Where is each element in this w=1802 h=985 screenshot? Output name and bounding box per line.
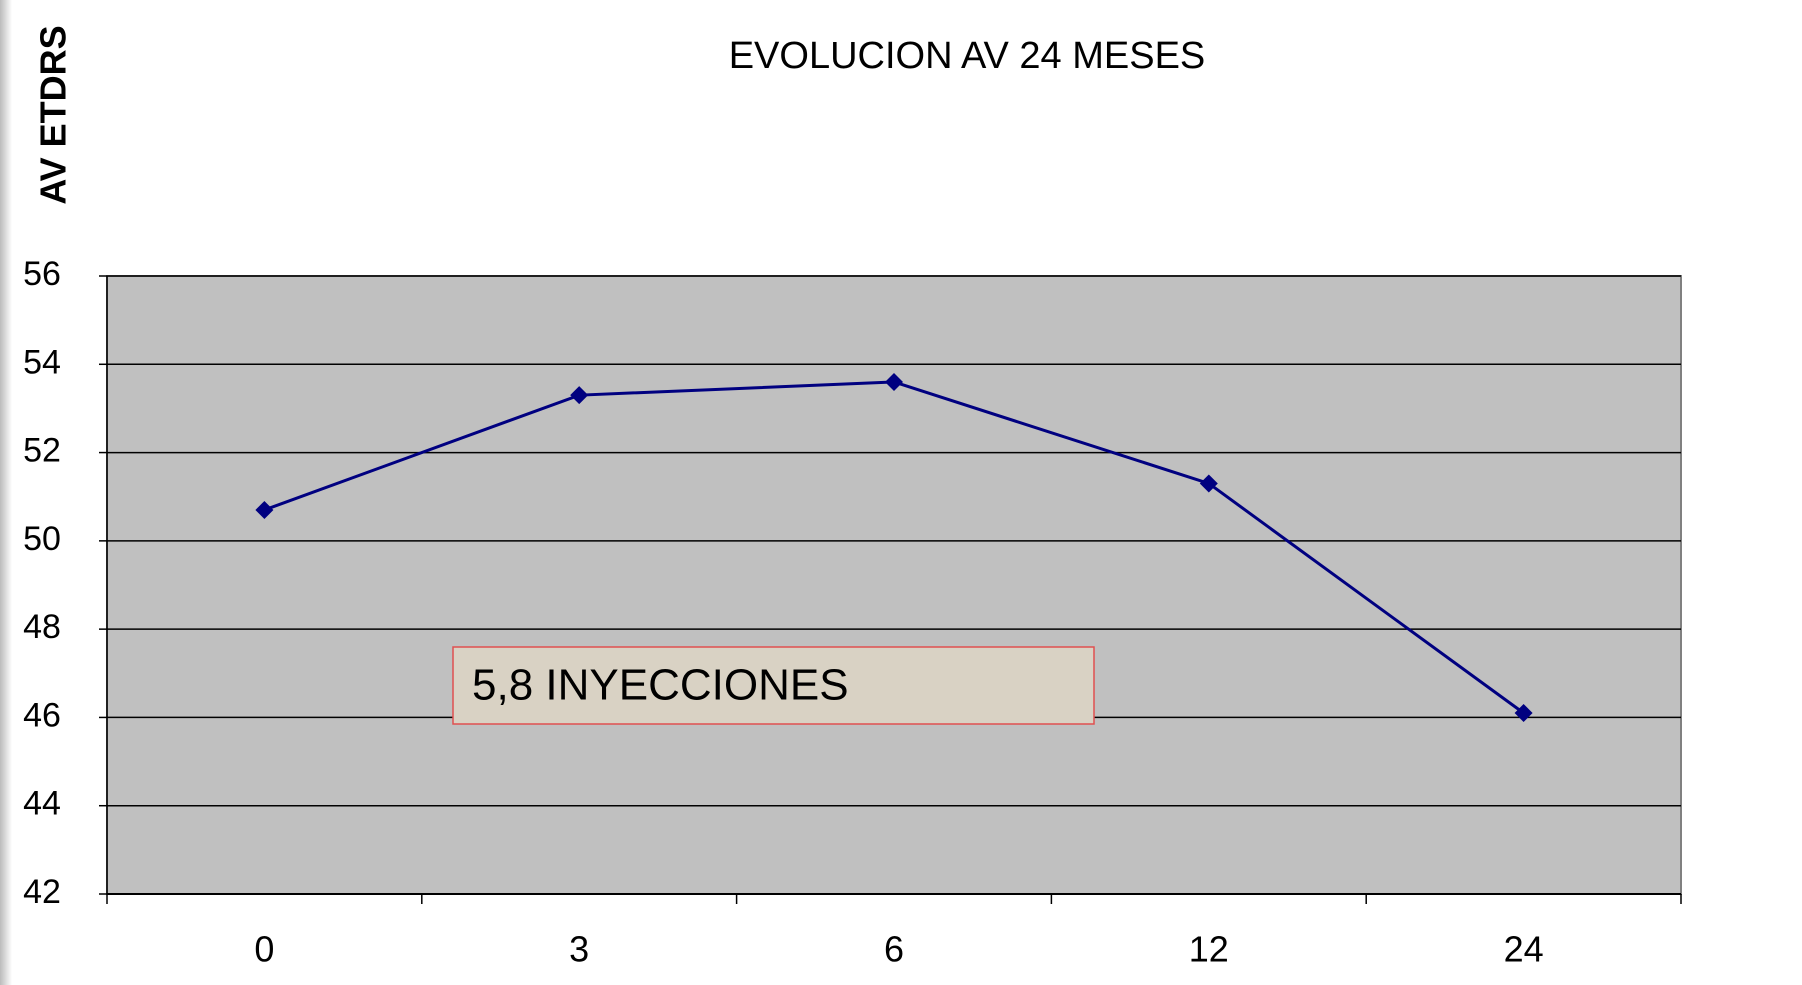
x-tick-label: 6: [884, 929, 904, 970]
x-tick-label: 24: [1504, 929, 1544, 970]
left-edge: [0, 0, 12, 985]
plot-background: [106, 275, 1682, 895]
x-tick-label: 0: [254, 929, 274, 970]
marker: [1514, 704, 1533, 723]
y-tick-label: 46: [23, 696, 61, 734]
marker: [255, 500, 274, 519]
y-tick-label: 52: [23, 432, 61, 470]
y-tick-label: 48: [23, 608, 61, 646]
x-tick-label: 3: [569, 929, 589, 970]
y-tick-label: 42: [23, 873, 61, 911]
marker: [1199, 474, 1218, 493]
y-axis-label: AV ETDRS: [33, 25, 74, 204]
marker: [570, 386, 589, 405]
y-tick-label: 44: [23, 785, 61, 823]
y-tick-label: 56: [23, 255, 61, 293]
annotation-box: [452, 646, 1095, 725]
annotation: 5,8 INYECCIONES: [472, 661, 849, 710]
y-tick-label: 54: [23, 343, 61, 381]
marker: [885, 372, 903, 391]
y-tick-label: 50: [23, 520, 61, 558]
x-tick-label: 12: [1189, 929, 1229, 970]
chart-title: EVOLUCION AV 24 MESES: [729, 35, 1206, 77]
